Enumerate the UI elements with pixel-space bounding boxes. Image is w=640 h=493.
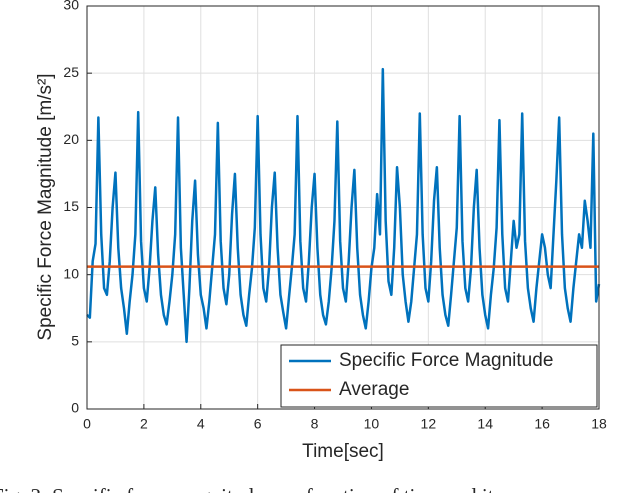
x-tick-label: 2 [140,416,148,432]
y-tick-label: 10 [63,265,79,281]
x-axis-label: Time[sec] [302,441,384,462]
x-tick-label: 12 [421,416,437,432]
x-tick-label: 18 [591,416,607,432]
y-tick-label: 0 [71,400,79,416]
y-tick-label: 25 [63,64,79,80]
y-tick-label: 20 [63,131,79,147]
axes-box [86,5,600,410]
x-tick-label: 14 [477,416,493,432]
legend-label: Average [339,379,409,400]
y-tick-label: 5 [71,333,79,349]
legend-label: Specific Force Magnitude [339,350,553,371]
x-tick-label: 6 [254,416,262,432]
x-tick-label: 8 [311,416,319,432]
x-tick-label: 10 [364,416,380,432]
x-tick-label: 0 [83,416,91,432]
legend-box [280,344,598,408]
data-line [86,67,601,344]
x-tick-label: 16 [534,416,550,432]
y-tick-label: 30 [63,0,79,13]
y-axis-label: Specific Force Magnitude [m/s²] [35,73,56,340]
caption: Fig. 3: Specific force magnitude as a fu… [0,484,502,493]
x-tick-label: 4 [197,416,205,432]
y-tick-label: 15 [63,198,79,214]
